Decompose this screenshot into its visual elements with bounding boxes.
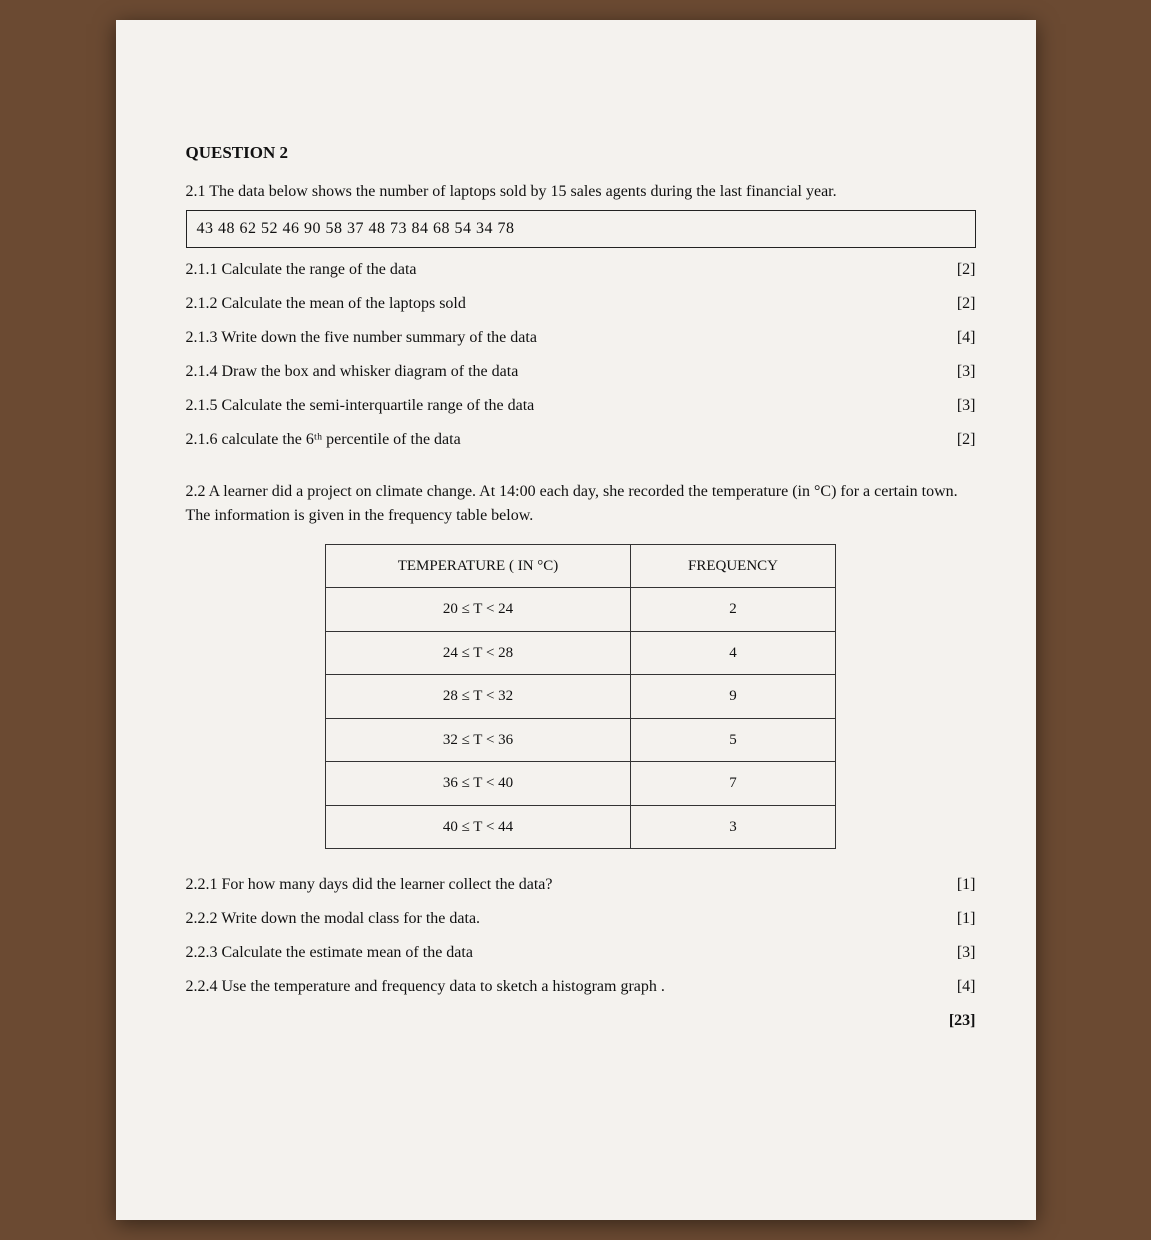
temp-cell: 32 ≤ T < 36	[326, 718, 631, 762]
marks: [2]	[936, 428, 976, 452]
sub-question-text: 2.1.1 Calculate the range of the data	[186, 258, 936, 282]
marks: [4]	[936, 326, 976, 350]
marks: [2]	[936, 292, 976, 316]
freq-cell: 7	[631, 762, 836, 806]
sub-question: 2.2.1 For how many days did the learner …	[186, 873, 976, 897]
temp-cell: 28 ≤ T < 32	[326, 675, 631, 719]
freq-cell: 3	[631, 805, 836, 849]
marks: [3]	[936, 394, 976, 418]
table-row: 24 ≤ T < 28 4	[326, 631, 836, 675]
sub-question-text: 2.2.1 For how many days did the learner …	[186, 873, 936, 897]
sub-question: 2.1.6 calculate the 6ᵗʰ percentile of th…	[186, 428, 976, 452]
sub-question-text: 2.1.6 calculate the 6ᵗʰ percentile of th…	[186, 428, 936, 452]
table-row: 28 ≤ T < 32 9	[326, 675, 836, 719]
sub-question: 2.1.4 Draw the box and whisker diagram o…	[186, 360, 976, 384]
temp-cell: 36 ≤ T < 40	[326, 762, 631, 806]
freq-cell: 5	[631, 718, 836, 762]
marks: [1]	[936, 873, 976, 897]
sub-question-text: 2.1.4 Draw the box and whisker diagram o…	[186, 360, 936, 384]
sub-question: 2.2.3 Calculate the estimate mean of the…	[186, 941, 976, 965]
marks: [2]	[936, 258, 976, 282]
sub-question-text: 2.1.3 Write down the five number summary…	[186, 326, 936, 350]
sub-question-text: 2.1.5 Calculate the semi-interquartile r…	[186, 394, 936, 418]
marks: [3]	[936, 941, 976, 965]
frequency-table: TEMPERATURE ( IN °C) FREQUENCY 20 ≤ T < …	[325, 544, 836, 850]
col-header-temperature: TEMPERATURE ( IN °C)	[326, 544, 631, 588]
laptop-data-box: 43 48 62 52 46 90 58 37 48 73 84 68 54 3…	[186, 210, 976, 248]
freq-cell: 9	[631, 675, 836, 719]
temp-cell: 24 ≤ T < 28	[326, 631, 631, 675]
marks: [4]	[936, 975, 976, 999]
sub-question: 2.2.4 Use the temperature and frequency …	[186, 975, 976, 999]
temp-cell: 40 ≤ T < 44	[326, 805, 631, 849]
sub-question-text: 2.2.2 Write down the modal class for the…	[186, 907, 936, 931]
sub-question: 2.1.1 Calculate the range of the data [2…	[186, 258, 976, 282]
q21-sub-list: 2.1.1 Calculate the range of the data [2…	[186, 258, 976, 452]
marks: [3]	[936, 360, 976, 384]
q22-sub-list: 2.2.1 For how many days did the learner …	[186, 873, 976, 999]
exam-page: QUESTION 2 2.1 The data below shows the …	[116, 20, 1036, 1220]
table-row: 20 ≤ T < 24 2	[326, 588, 836, 632]
q22-intro: 2.2 A learner did a project on climate c…	[186, 480, 976, 528]
marks: [1]	[936, 907, 976, 931]
table-row: 40 ≤ T < 44 3	[326, 805, 836, 849]
table-row: 32 ≤ T < 36 5	[326, 718, 836, 762]
sub-question: 2.1.3 Write down the five number summary…	[186, 326, 976, 350]
sub-question: 2.1.5 Calculate the semi-interquartile r…	[186, 394, 976, 418]
temp-cell: 20 ≤ T < 24	[326, 588, 631, 632]
freq-cell: 2	[631, 588, 836, 632]
freq-cell: 4	[631, 631, 836, 675]
col-header-frequency: FREQUENCY	[631, 544, 836, 588]
sub-question: 2.1.2 Calculate the mean of the laptops …	[186, 292, 976, 316]
sub-question: 2.2.2 Write down the modal class for the…	[186, 907, 976, 931]
total-marks: [23]	[186, 1009, 976, 1033]
table-header-row: TEMPERATURE ( IN °C) FREQUENCY	[326, 544, 836, 588]
sub-question-text: 2.2.3 Calculate the estimate mean of the…	[186, 941, 936, 965]
sub-question-text: 2.1.2 Calculate the mean of the laptops …	[186, 292, 936, 316]
question-title: QUESTION 2	[186, 140, 976, 166]
table-row: 36 ≤ T < 40 7	[326, 762, 836, 806]
sub-question-text: 2.2.4 Use the temperature and frequency …	[186, 975, 936, 999]
q21-intro: 2.1 The data below shows the number of l…	[186, 180, 976, 204]
